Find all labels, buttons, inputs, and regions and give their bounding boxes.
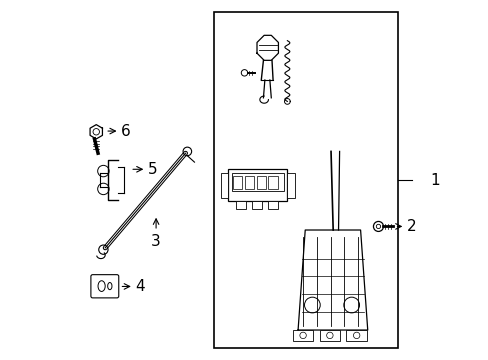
Polygon shape xyxy=(298,230,367,330)
Bar xyxy=(319,330,340,341)
Bar xyxy=(256,176,265,189)
Text: 6: 6 xyxy=(121,123,131,139)
Text: 1: 1 xyxy=(429,172,439,188)
Bar xyxy=(228,169,287,202)
Bar xyxy=(292,330,313,341)
Bar xyxy=(233,176,242,189)
Bar xyxy=(235,202,245,209)
Bar xyxy=(268,176,277,189)
Text: 2: 2 xyxy=(406,219,416,234)
FancyBboxPatch shape xyxy=(91,275,119,298)
Bar xyxy=(220,173,228,198)
Text: 5: 5 xyxy=(148,162,157,177)
Bar xyxy=(231,173,283,191)
Bar xyxy=(251,202,261,209)
Text: 3: 3 xyxy=(151,234,161,249)
Bar xyxy=(244,176,254,189)
Bar xyxy=(287,173,295,198)
Text: 4: 4 xyxy=(135,279,145,294)
Bar xyxy=(267,202,277,209)
Bar xyxy=(214,12,397,348)
Bar xyxy=(346,330,366,341)
